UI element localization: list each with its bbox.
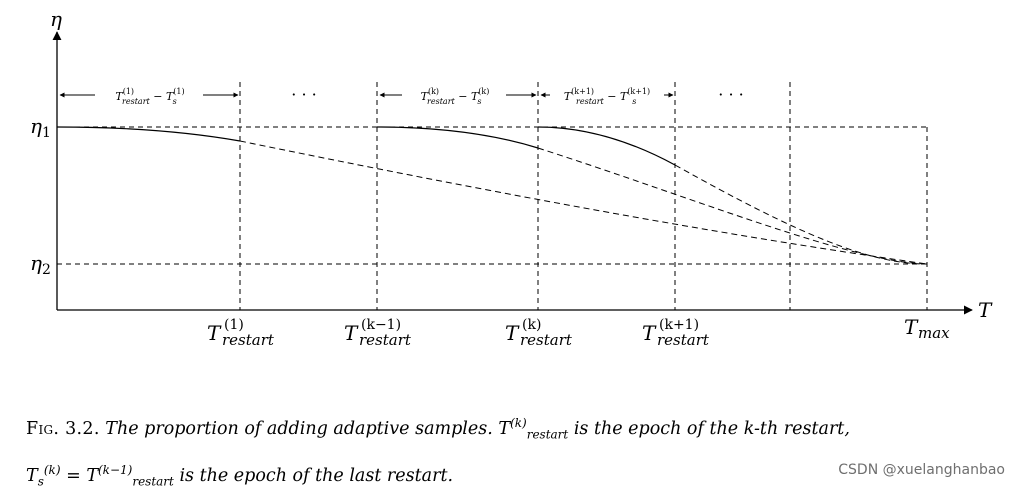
figure: η T η1 η2 T(1) restart − T(1) s T(k) restar xyxy=(30,7,993,349)
svg-text:restart: restart xyxy=(520,331,573,349)
interval-label-1: T(1) restart − T(1) s xyxy=(115,87,184,106)
restart-gridlines xyxy=(239,82,928,310)
svg-text:restart: restart xyxy=(359,331,412,349)
svg-text:T: T xyxy=(642,321,657,345)
csdn-watermark: CSDN @xuelanghanbao xyxy=(838,462,1005,478)
figure-caption: Fig. 3.2. The proportion of adding adapt… xyxy=(26,405,1006,500)
ellipsis-1: · · · xyxy=(291,85,316,104)
x-tick-labels: T (1) restart T (k−1) restart T (k) rest… xyxy=(207,315,950,349)
svg-text:(k+1): (k+1) xyxy=(659,317,699,333)
y-tick-eta1: η1 xyxy=(30,114,51,141)
svg-text:max: max xyxy=(918,324,950,342)
svg-text:restart: restart xyxy=(657,331,710,349)
svg-text:(1): (1) xyxy=(224,317,244,333)
y-axis-label: η xyxy=(50,7,62,31)
caption-text-2: is the epoch of the k-th restart, xyxy=(573,418,850,439)
decay-curve-k1 xyxy=(537,126,928,265)
x-tick-restart-k: T (k) restart xyxy=(505,317,573,349)
svg-text:T: T xyxy=(904,315,919,339)
caption-math-1: T(k)restart xyxy=(498,416,569,442)
caption-text-3: is the epoch of the last restart. xyxy=(179,466,454,487)
svg-text:T: T xyxy=(505,321,520,345)
caption-math-2: Ts(k) = T(k−1)restart xyxy=(26,463,174,489)
svg-text:T: T xyxy=(207,321,222,345)
x-tick-max: T max xyxy=(904,315,950,342)
svg-text:(k−1): (k−1) xyxy=(361,317,401,333)
caption-lead: Fig. 3.2. xyxy=(26,418,100,439)
y-tick-eta2: η2 xyxy=(30,251,51,278)
svg-text:T: T xyxy=(344,321,359,345)
svg-text:(k): (k) xyxy=(522,317,541,333)
ellipsis-2: · · · xyxy=(718,85,743,104)
x-tick-restart-k-1: T (k−1) restart xyxy=(344,317,412,349)
x-tick-restart-1: T (1) restart xyxy=(207,317,275,349)
decay-curve-k xyxy=(376,126,928,265)
x-tick-restart-k1: T (k+1) restart xyxy=(642,317,710,349)
svg-text:restart: restart xyxy=(222,331,275,349)
decay-curve-1 xyxy=(56,126,928,265)
interval-label-k1: T(k+1) restart − T(k+1) s xyxy=(564,87,650,106)
interval-label-k: T(k) restart − T(k) s xyxy=(421,87,490,106)
caption-text-1: The proportion of adding adaptive sample… xyxy=(105,418,493,439)
x-axis-label: T xyxy=(978,298,993,322)
